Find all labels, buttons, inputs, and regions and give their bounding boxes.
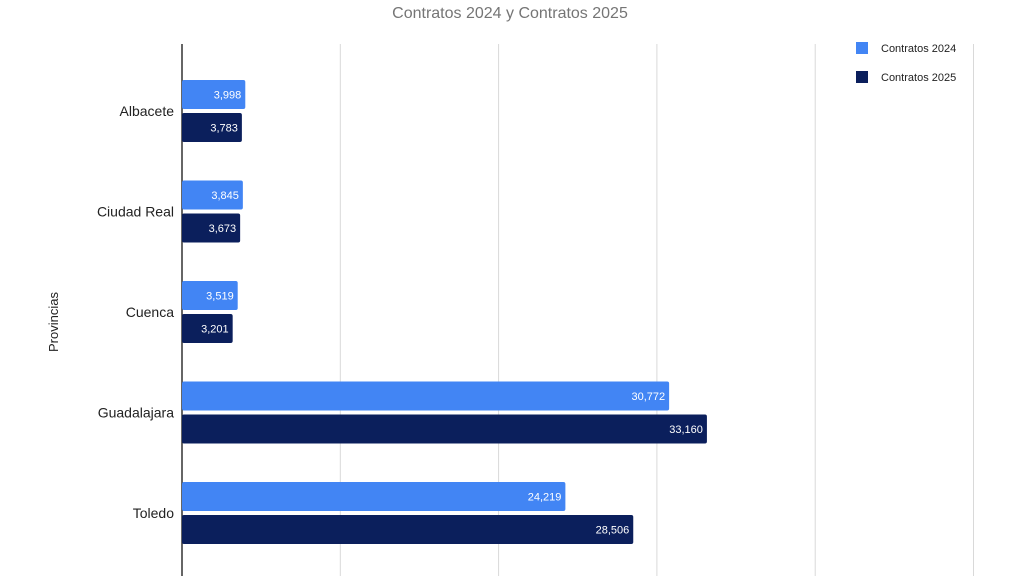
bar-data-label: 28,506 xyxy=(596,525,630,537)
bar-contratos-2024 xyxy=(182,80,246,109)
bar-data-label: 3,998 xyxy=(214,90,242,102)
category-label: Albacete xyxy=(120,103,175,119)
y-axis-label: Provincias xyxy=(46,292,61,352)
bar-data-label: 3,673 xyxy=(209,223,237,235)
bar-data-label: 3,845 xyxy=(211,190,239,202)
bar-contratos-2025 xyxy=(182,414,707,444)
bar-data-label: 24,219 xyxy=(528,492,562,504)
category-labels: Albacete Ciudad Real Cuenca Guadalajara Tole… xyxy=(97,103,174,521)
bar-data-label: 3,519 xyxy=(206,291,234,303)
bar-contratos-2025 xyxy=(182,515,634,544)
bar-data-label: 3,201 xyxy=(201,324,229,336)
legend-swatch-contratos-2025 xyxy=(856,71,868,83)
bar-contratos-2025 xyxy=(182,213,241,243)
category-label: Toledo xyxy=(133,505,174,521)
category-label: Cuenca xyxy=(126,304,174,320)
legend-label-contratos-2025: Contratos 2025 xyxy=(881,72,956,84)
bar-data-label: 33,160 xyxy=(669,424,703,436)
bar-data-label: 3,783 xyxy=(210,123,238,135)
bar-contratos-2024 xyxy=(182,180,243,210)
bar-contratos-2025 xyxy=(182,314,233,343)
bar-contratos-2025 xyxy=(182,113,242,142)
bar-contratos-2024 xyxy=(182,482,566,511)
legend-label-contratos-2024: Contratos 2024 xyxy=(881,43,956,55)
bar-contratos-2024 xyxy=(182,281,238,310)
chart-title: Contratos 2024 y Contratos 2025 xyxy=(392,5,628,22)
bar-data-label: 30,772 xyxy=(631,391,665,403)
legend-swatch-contratos-2024 xyxy=(856,42,868,54)
legend: Contratos 2024 Contratos 2025 xyxy=(856,42,956,84)
bars: 3,998 3,783 3,845 3,673 3,519 3,201 30,772 33,1… xyxy=(182,80,707,544)
bar-contratos-2024 xyxy=(182,381,670,411)
category-label: Ciudad Real xyxy=(97,204,174,220)
category-label: Guadalajara xyxy=(98,405,174,421)
